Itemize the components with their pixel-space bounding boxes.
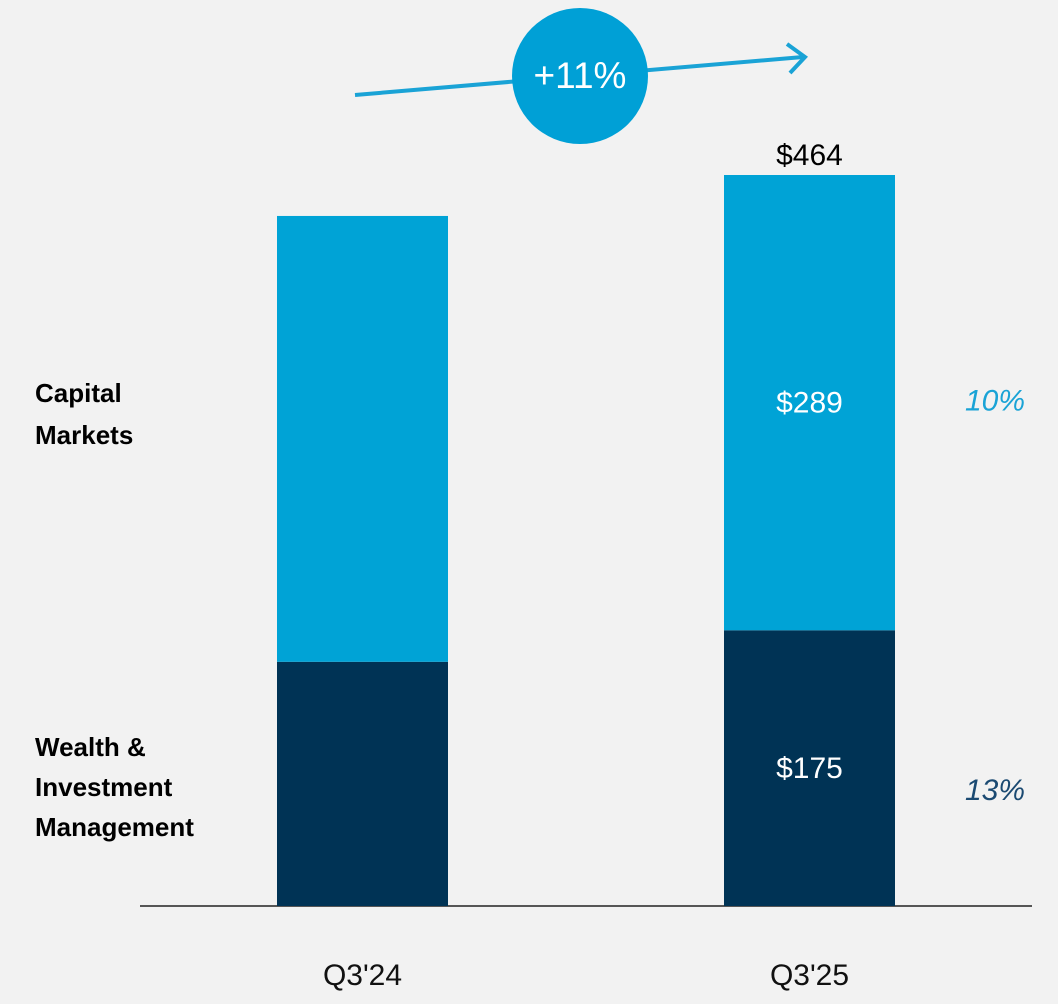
bar-segment (277, 661, 448, 906)
bar-segment (724, 630, 895, 906)
change-label: +11% (534, 55, 627, 96)
bar-segment (724, 175, 895, 631)
value-label: $289 (776, 387, 843, 420)
series-label: Capital Markets (35, 378, 134, 450)
x-tick-label: Q3'24 (323, 959, 402, 992)
value-label: $175 (776, 752, 843, 785)
series-label: Wealth & Investment Management (35, 732, 194, 842)
change-bubble (512, 8, 648, 144)
x-tick-label: Q3'25 (770, 959, 849, 992)
arrow-head (785, 42, 809, 75)
growth-label: 10% (965, 385, 1025, 418)
total-label: $464 (776, 139, 843, 172)
growth-label: 13% (965, 774, 1025, 807)
bar-segment (277, 215, 448, 662)
